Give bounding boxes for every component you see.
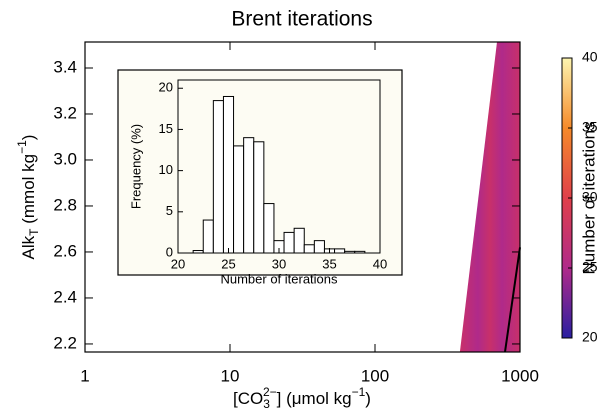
y-axis-label: AlkT (mmol kg−1) [15,135,41,260]
inset-x-label: Number of iterations [220,271,338,286]
histogram-bar [243,137,255,254]
histogram-bar [233,145,245,254]
inset-y-tick-label: 5 [166,203,173,218]
colorbar-tick-label: 20 [582,329,598,345]
y-tick-label: 2.4 [53,287,77,306]
colorbar-tick-label: 30 [582,189,598,205]
boundary-line [504,247,521,353]
y-tick-label: 3.0 [53,149,77,168]
inset-x-tick-label: 25 [221,256,235,271]
inset-y-tick-label: 20 [159,80,173,95]
x-tick-label: 1000 [501,366,539,385]
plot-frame [84,41,521,353]
chart-title: Brent iterations [231,8,372,31]
x-tick-label: 100 [361,366,389,385]
histogram-bar [293,227,305,254]
heatmap-region [459,42,520,352]
y-tick-label: 2.2 [53,333,77,352]
colorbar-label: Number of iterations [579,121,598,274]
y-tick-label: 2.6 [53,241,77,260]
inset-y-tick-label: 0 [166,244,173,259]
y-tick-label: 3.4 [53,57,77,76]
histogram-bar [202,219,214,254]
histogram-bar [283,231,295,254]
inset-y-label: Frequency (%) [128,124,143,209]
histogram-bar [313,240,325,254]
histogram-bar [222,95,235,254]
inset-y-tick-label: 15 [159,121,173,136]
histogram-bar [212,100,224,254]
histogram-bar [253,141,265,254]
y-tick-label: 3.2 [53,103,77,122]
y-tick-label: 2.8 [53,195,77,214]
histogram-bar [303,244,315,254]
histogram-bar [334,248,346,254]
histogram-bar [263,203,275,254]
colorbar-tick-label: 35 [582,119,598,135]
x-axis-label: [CO32−] (μmol kg−1) [233,385,371,411]
inset-x-tick-label: 20 [171,256,185,271]
inset-x-tick-label: 35 [322,256,336,271]
inset-x-tick-label: 30 [272,256,286,271]
colorbar-tick-label: 25 [582,259,598,275]
inset-y-tick-label: 10 [159,162,173,177]
x-tick-label: 1 [80,366,89,385]
colorbar-tick-label: 40 [582,49,598,65]
x-tick-label: 10 [221,366,240,385]
inset-x-tick-label: 40 [373,256,387,271]
